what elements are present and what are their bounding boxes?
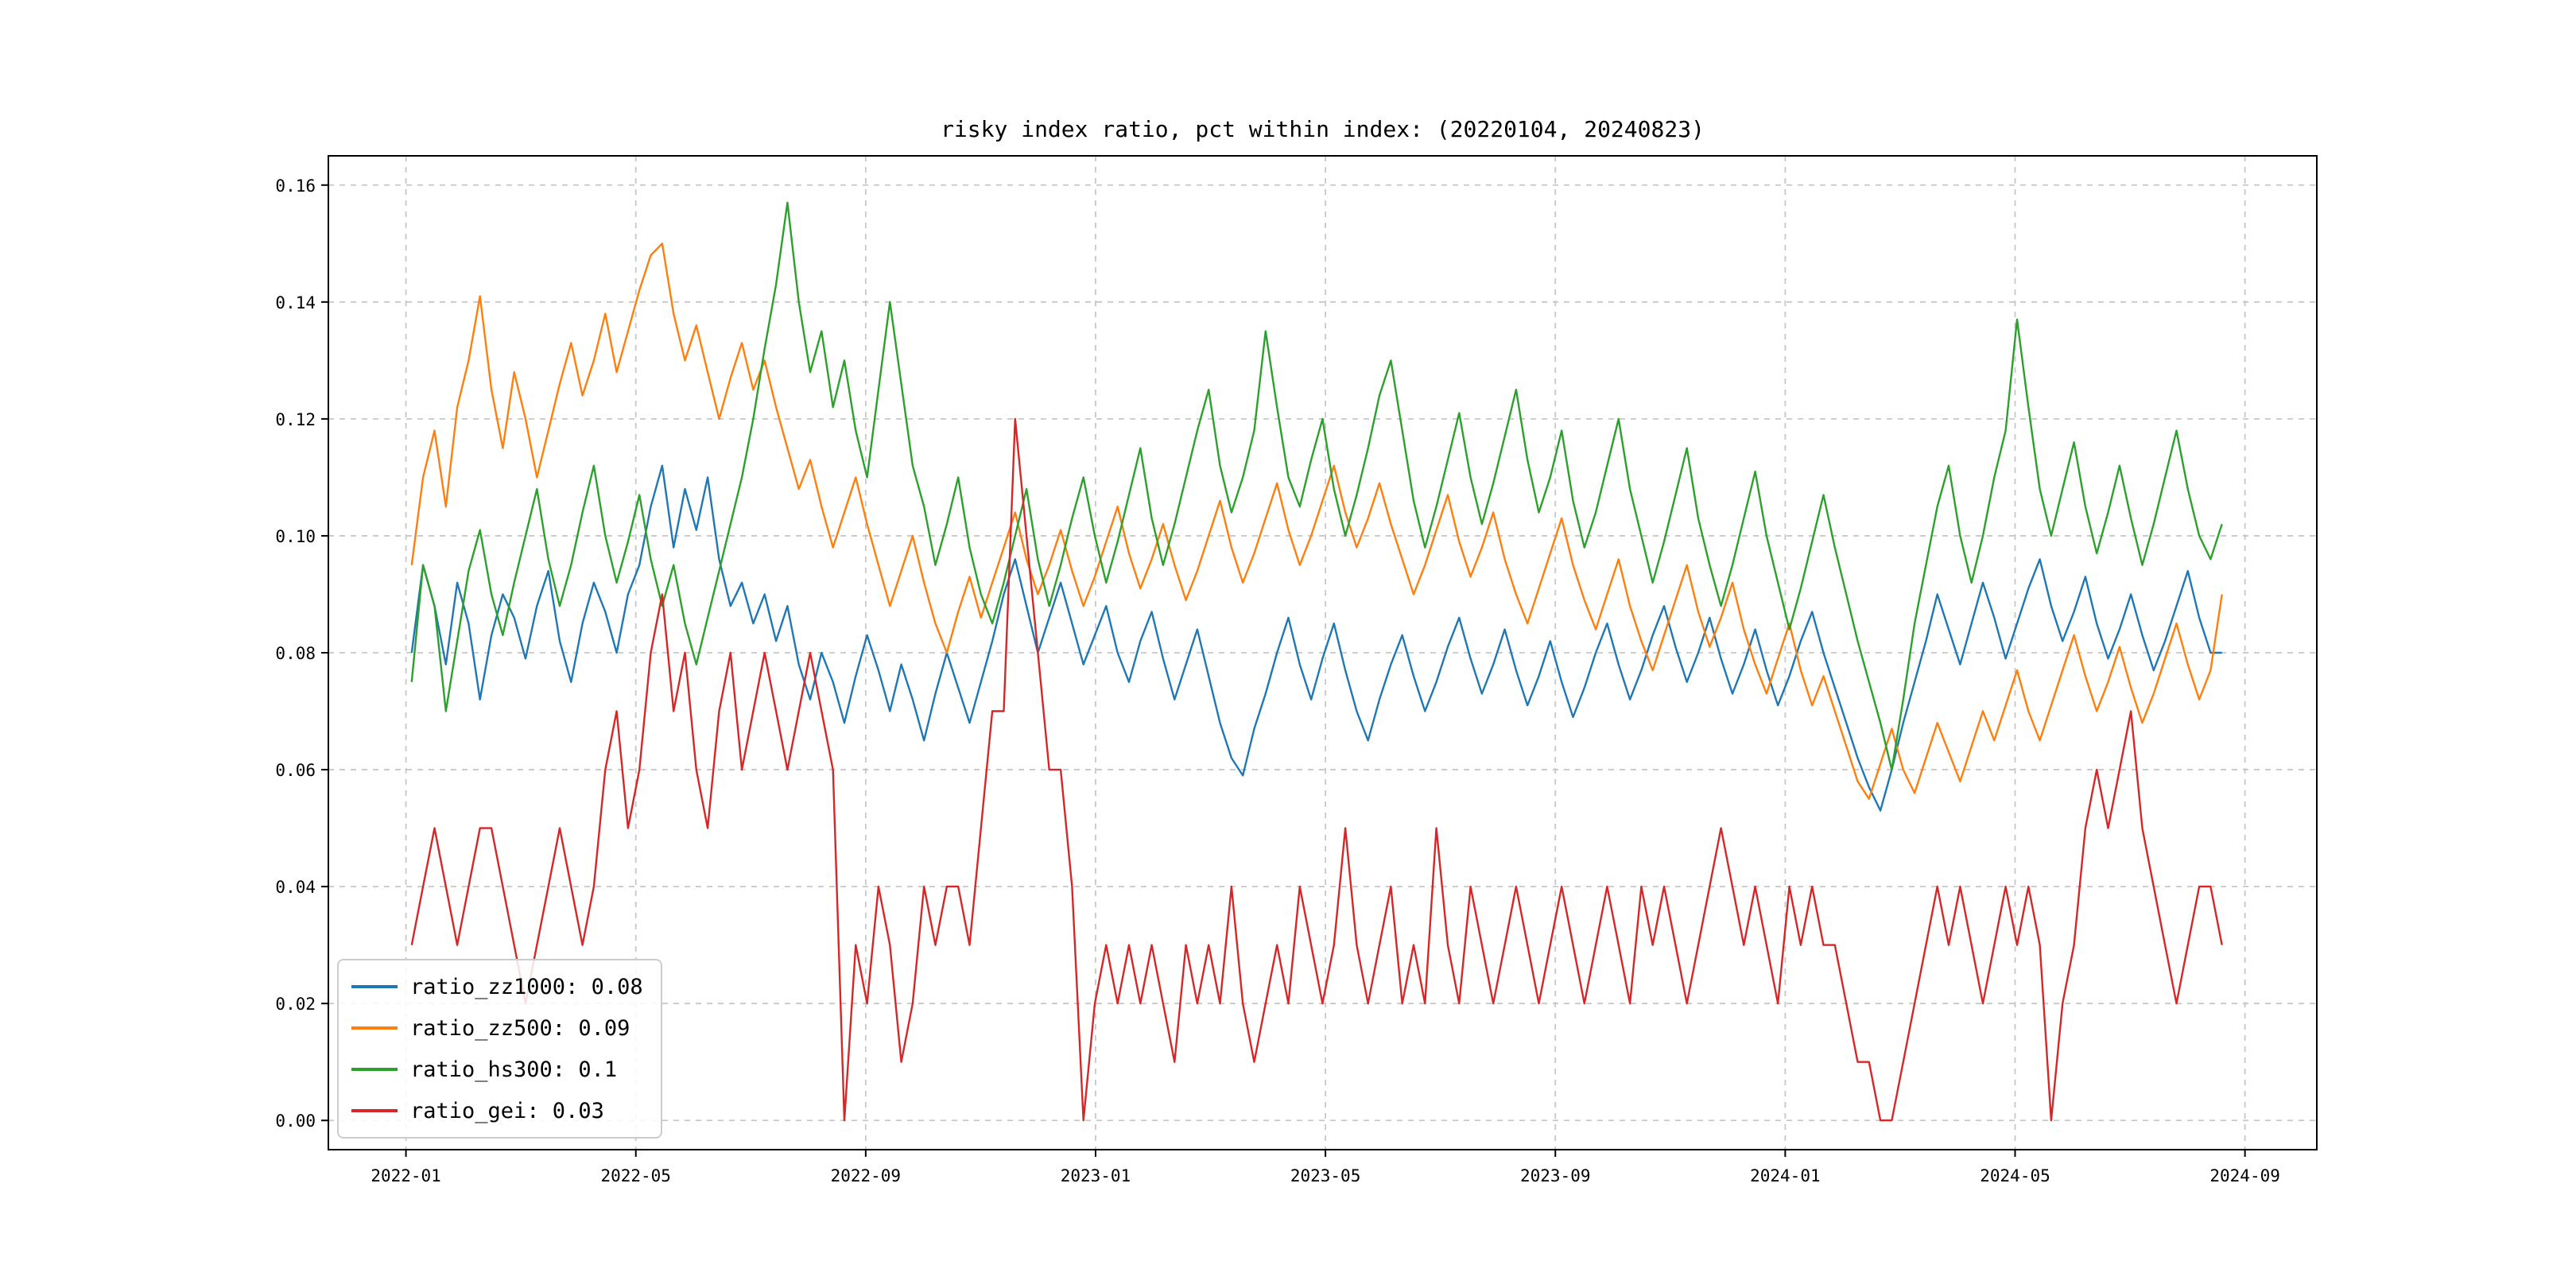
series-line-ratio_hs300 xyxy=(410,201,2223,771)
x-tick-label: 2024-09 xyxy=(2209,1166,2280,1185)
y-tick-label: 0.16 xyxy=(275,177,316,196)
x-tick-label: 2023-05 xyxy=(1290,1166,1361,1185)
legend-label-zz500: ratio_zz500: 0.09 xyxy=(410,1015,630,1041)
y-tick-label: 0.00 xyxy=(275,1111,316,1131)
legend-item-hs300: ratio_hs300: 0.1 xyxy=(351,1051,643,1088)
legend-label-zz1000: ratio_zz1000: 0.08 xyxy=(410,974,643,999)
x-tick-label: 2022-01 xyxy=(370,1166,441,1185)
legend: ratio_zz1000: 0.08 ratio_zz500: 0.09 rat… xyxy=(337,959,662,1139)
y-tick-label: 0.04 xyxy=(275,878,316,897)
x-tick-label: 2024-05 xyxy=(1980,1166,2050,1185)
legend-line-swatch-gei xyxy=(351,1109,398,1112)
y-tick-label: 0.02 xyxy=(275,995,316,1014)
legend-line-swatch-zz1000 xyxy=(351,985,398,988)
x-tick-label: 2022-05 xyxy=(600,1166,671,1185)
series-line-ratio_gei xyxy=(410,417,2223,1122)
legend-item-zz500: ratio_zz500: 0.09 xyxy=(351,1010,643,1046)
legend-line-swatch-zz500 xyxy=(351,1026,398,1030)
series-line-ratio_zz500 xyxy=(410,242,2223,800)
x-tick-label: 2023-09 xyxy=(1520,1166,1591,1185)
legend-item-gei: ratio_gei: 0.03 xyxy=(351,1092,643,1129)
x-tick-label: 2023-01 xyxy=(1061,1166,1131,1185)
legend-label-hs300: ratio_hs300: 0.1 xyxy=(410,1057,618,1082)
y-tick-label: 0.14 xyxy=(275,293,316,312)
y-tick-label: 0.06 xyxy=(275,761,316,780)
series-line-ratio_zz1000 xyxy=(410,464,2222,812)
y-tick-label: 0.08 xyxy=(275,644,316,663)
chart-title: risky index ratio, pct within index: (20… xyxy=(941,116,1705,142)
x-tick-label: 2024-01 xyxy=(1750,1166,1821,1185)
y-tick-label: 0.12 xyxy=(275,410,316,429)
y-tick-label: 0.10 xyxy=(275,527,316,546)
x-tick-label: 2022-09 xyxy=(831,1166,902,1185)
legend-item-zz1000: ratio_zz1000: 0.08 xyxy=(351,968,643,1005)
legend-label-gei: ratio_gei: 0.03 xyxy=(410,1098,604,1123)
legend-line-swatch-hs300 xyxy=(351,1068,398,1071)
